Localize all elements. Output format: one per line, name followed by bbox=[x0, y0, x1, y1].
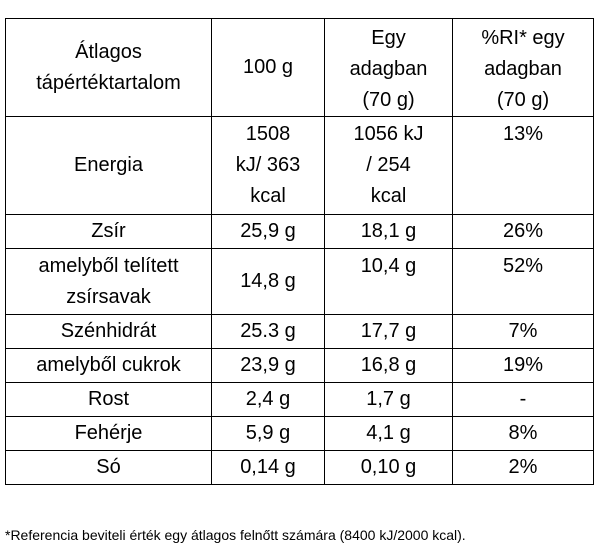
value-per-serving: 0,10 g bbox=[324, 450, 453, 485]
value-per-serving: 18,1 g bbox=[324, 214, 453, 249]
row-label: Fehérje bbox=[5, 416, 212, 451]
table-row: Só 0,14 g 0,10 g 2% bbox=[5, 450, 594, 485]
value-per-100g: 1508 kJ/ 363 kcal bbox=[211, 116, 325, 215]
table-row: amelyből telített zsírsavak 14,8 g 10,4 … bbox=[5, 248, 594, 315]
value-per-100g: 0,14 g bbox=[211, 450, 325, 485]
value-per-100g: 14,8 g bbox=[211, 248, 325, 315]
row-label: amelyből telített zsírsavak bbox=[5, 248, 212, 315]
value-per-serving: 4,1 g bbox=[324, 416, 453, 451]
row-label: Szénhidrát bbox=[5, 314, 212, 349]
value-ri: 26% bbox=[452, 214, 594, 249]
value-ri: - bbox=[452, 382, 594, 417]
row-label: amelyből cukrok bbox=[5, 348, 212, 383]
table-row: Zsír 25,9 g 18,1 g 26% bbox=[5, 214, 594, 249]
value-ri: 8% bbox=[452, 416, 594, 451]
value-per-100g: 25,9 g bbox=[211, 214, 325, 249]
header-ri-per-serving: %RI* egy adagban (70 g) bbox=[452, 18, 594, 117]
value-ri: 7% bbox=[452, 314, 594, 349]
value-per-100g: 2,4 g bbox=[211, 382, 325, 417]
row-label: Rost bbox=[5, 382, 212, 417]
nutrition-table: Átlagos tápértéktartalom 100 g Egy adagb… bbox=[5, 18, 594, 485]
header-nutrient: Átlagos tápértéktartalom bbox=[5, 18, 212, 117]
row-label: Energia bbox=[5, 116, 212, 215]
value-per-serving: 1,7 g bbox=[324, 382, 453, 417]
value-ri: 2% bbox=[452, 450, 594, 485]
header-per-serving: Egy adagban (70 g) bbox=[324, 18, 453, 117]
table-row: amelyből cukrok 23,9 g 16,8 g 19% bbox=[5, 348, 594, 383]
footnote: *Referencia beviteli érték egy átlagos f… bbox=[5, 527, 466, 543]
row-label: Só bbox=[5, 450, 212, 485]
value-per-100g: 5,9 g bbox=[211, 416, 325, 451]
value-per-serving: 1056 kJ / 254 kcal bbox=[324, 116, 453, 215]
table-row: Szénhidrát 25.3 g 17,7 g 7% bbox=[5, 314, 594, 349]
table-row: Rost 2,4 g 1,7 g - bbox=[5, 382, 594, 417]
table-row: Fehérje 5,9 g 4,1 g 8% bbox=[5, 416, 594, 451]
value-per-serving: 16,8 g bbox=[324, 348, 453, 383]
value-per-serving: 10,4 g bbox=[324, 248, 453, 315]
value-ri: 52% bbox=[452, 248, 594, 315]
value-ri: 19% bbox=[452, 348, 594, 383]
table-header-row: Átlagos tápértéktartalom 100 g Egy adagb… bbox=[5, 18, 594, 117]
table-row: Energia 1508 kJ/ 363 kcal 1056 kJ / 254 … bbox=[5, 116, 594, 215]
header-per-100g: 100 g bbox=[211, 18, 325, 117]
value-per-serving: 17,7 g bbox=[324, 314, 453, 349]
value-ri: 13% bbox=[452, 116, 594, 215]
row-label: Zsír bbox=[5, 214, 212, 249]
value-per-100g: 25.3 g bbox=[211, 314, 325, 349]
value-per-100g: 23,9 g bbox=[211, 348, 325, 383]
